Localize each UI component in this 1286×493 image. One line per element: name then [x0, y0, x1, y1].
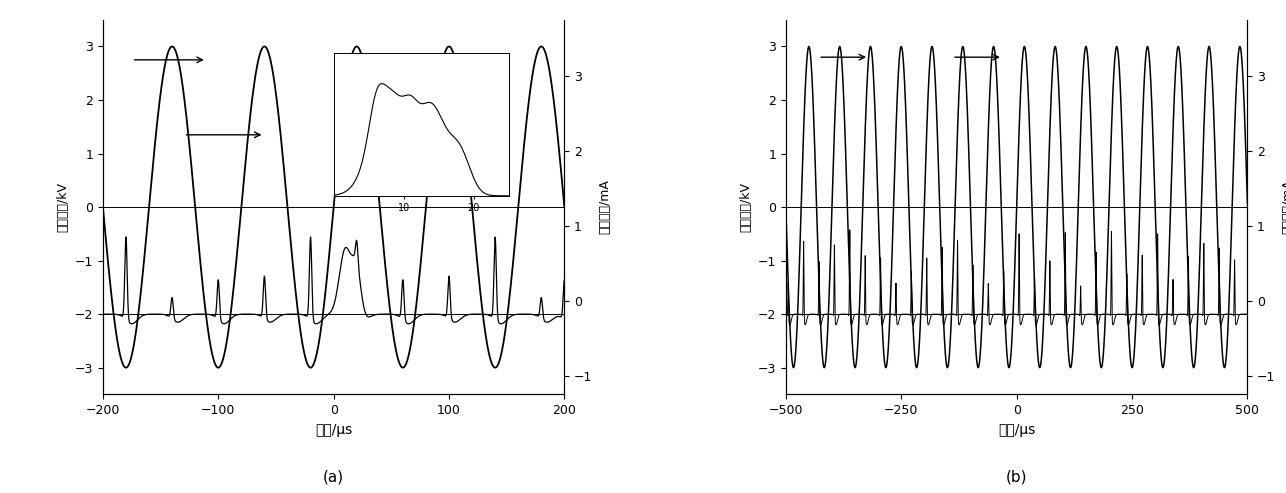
X-axis label: 时间/μs: 时间/μs	[998, 423, 1035, 437]
Y-axis label: 外加电压/kV: 外加电压/kV	[57, 182, 69, 232]
Text: (b): (b)	[1006, 469, 1028, 484]
X-axis label: 时间/μs: 时间/μs	[315, 423, 352, 437]
Y-axis label: 放电电流/mA: 放电电流/mA	[598, 179, 611, 235]
Text: (a): (a)	[323, 469, 345, 484]
Y-axis label: 外加电压/kV: 外加电压/kV	[739, 182, 752, 232]
Y-axis label: 放电电流/mA: 放电电流/mA	[1281, 179, 1286, 235]
